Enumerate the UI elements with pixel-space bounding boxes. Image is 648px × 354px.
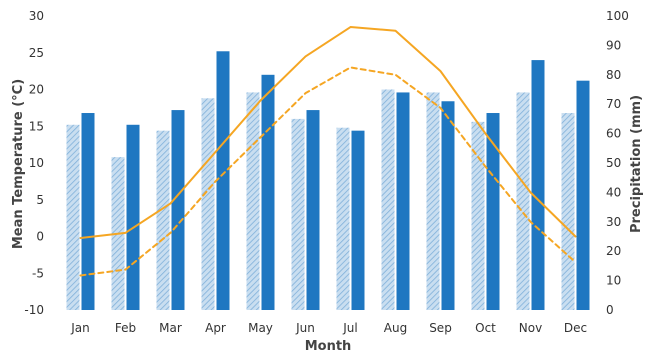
solid-bar xyxy=(126,124,140,310)
x-tick-label: Oct xyxy=(475,321,496,335)
hatched-bar xyxy=(291,118,305,311)
solid-bar xyxy=(396,92,410,310)
line-series xyxy=(79,26,577,277)
x-tick-label: Mar xyxy=(159,321,182,335)
x-tick-label: Apr xyxy=(205,321,226,335)
left-axis-ticks: -10 -5 0 5 10 15 20 25 30 xyxy=(24,9,44,317)
y-right-tick-label: 30 xyxy=(606,215,621,229)
right-axis-ticks: 0 10 20 30 40 50 60 70 80 90 100 xyxy=(606,9,629,317)
hatched-bar xyxy=(426,92,440,310)
y-right-tick-label: 50 xyxy=(606,156,621,170)
solid-bar xyxy=(306,110,320,310)
solid-bar xyxy=(441,101,455,310)
solid-bar xyxy=(216,51,230,310)
solid-bar xyxy=(576,80,590,311)
y-right-tick-label: 40 xyxy=(606,185,621,199)
y-right-tick-label: 20 xyxy=(606,244,621,258)
y-left-tick-label: 20 xyxy=(29,83,44,97)
solid-bar xyxy=(531,60,545,310)
solid-bar xyxy=(351,130,365,310)
solid-temperature-line xyxy=(79,26,577,239)
x-tick-label: May xyxy=(248,321,273,335)
x-tick-label: Feb xyxy=(115,321,136,335)
y-left-tick-label: -10 xyxy=(24,303,44,317)
bar-series xyxy=(66,51,590,311)
hatched-bar xyxy=(471,121,485,310)
y-left-tick-label: 10 xyxy=(29,156,44,170)
y-left-tick-label: -5 xyxy=(32,266,44,280)
y-left-tick-label: 0 xyxy=(36,230,44,244)
hatched-bar xyxy=(246,92,260,310)
hatched-bar xyxy=(516,92,530,310)
solid-bar xyxy=(261,74,275,310)
hatched-bar xyxy=(561,113,575,311)
y-right-tick-label: 60 xyxy=(606,127,621,141)
hatched-bar xyxy=(381,89,395,310)
hatched-bar xyxy=(201,98,215,310)
hatched-bar xyxy=(336,127,350,310)
x-tick-label: Jun xyxy=(295,321,315,335)
y-right-tick-label: 100 xyxy=(606,9,629,23)
y-right-tick-label: 80 xyxy=(606,68,621,82)
hatched-bar xyxy=(156,130,170,310)
y-left-tick-label: 15 xyxy=(29,119,44,133)
solid-bar xyxy=(81,113,95,311)
dashed-temperature-line xyxy=(79,66,577,277)
y-right-tick-label: 90 xyxy=(606,38,621,52)
solid-bar xyxy=(486,113,500,311)
y-right-tick-label: 10 xyxy=(606,274,621,288)
hatched-bar xyxy=(66,124,80,310)
solid-bar xyxy=(171,110,185,310)
x-tick-label: Jan xyxy=(70,321,90,335)
y-left-tick-label: 5 xyxy=(36,193,44,207)
x-tick-label: Dec xyxy=(564,321,587,335)
y-right-tick-label: 0 xyxy=(606,303,614,317)
y-left-tick-label: 25 xyxy=(29,46,44,60)
x-tick-label: Nov xyxy=(519,321,542,335)
y-axis-left-title: Mean Temperature (°C) xyxy=(11,79,26,249)
x-axis-ticks: Jan Feb Mar Apr May Jun Jul Aug Sep Oct Nov Dec xyxy=(70,321,587,335)
y-right-tick-label: 70 xyxy=(606,97,621,111)
x-tick-label: Sep xyxy=(429,321,452,335)
y-axis-right-title: Precipitation (mm) xyxy=(629,95,644,233)
x-axis-title: Month xyxy=(305,339,352,354)
x-tick-label: Aug xyxy=(384,321,407,335)
y-left-tick-label: 30 xyxy=(29,9,44,23)
x-tick-label: Jul xyxy=(342,321,357,335)
